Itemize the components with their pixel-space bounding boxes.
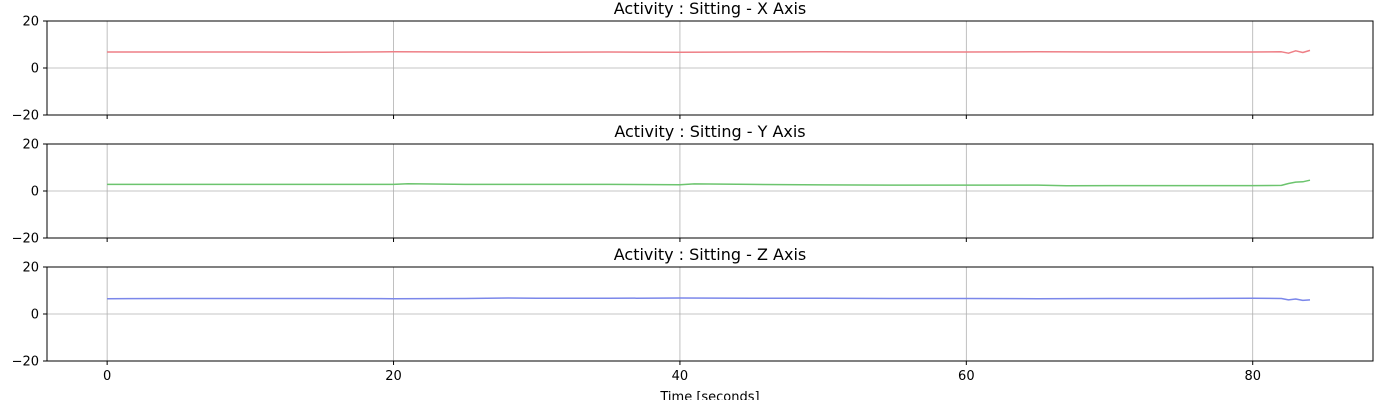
y-tick-label: 20 (22, 138, 39, 153)
x-tick-label: 60 (958, 369, 975, 384)
y-tick-label: 0 (31, 308, 39, 323)
subplot-1: −20 0 20 Activity : Sitting - X Axis (12, 0, 1374, 124)
x-tick-label: 80 (1244, 369, 1261, 384)
x-tick-label: 0 (103, 369, 111, 384)
subplot-2: −20 0 20 Activity : Sitting - Y Axis (12, 122, 1374, 247)
series-line-1 (107, 179, 1311, 187)
x-axis-label: Time [seconds] (659, 390, 759, 400)
y-tick-label: −20 (12, 232, 39, 247)
y-tick-label: 20 (22, 15, 39, 30)
subplot-title: Activity : Sitting - Z Axis (614, 245, 806, 264)
y-tick-label: 20 (22, 261, 39, 276)
subplot-3: −20 0 20 0 20 40 60 80 Activity : Sitting - Z Ax… (12, 245, 1374, 400)
y-tick-label: 0 (31, 62, 39, 77)
y-tick-label: −20 (12, 355, 39, 370)
y-tick-label: 0 (31, 185, 39, 200)
x-tick-label: 40 (672, 369, 689, 384)
x-tick-label: 20 (385, 369, 402, 384)
series-line-1 (107, 297, 1311, 302)
series-line-1 (107, 49, 1311, 54)
subplot-title: Activity : Sitting - X Axis (614, 0, 806, 18)
subplot-title: Activity : Sitting - Y Axis (614, 122, 805, 141)
y-tick-label: −20 (12, 109, 39, 124)
